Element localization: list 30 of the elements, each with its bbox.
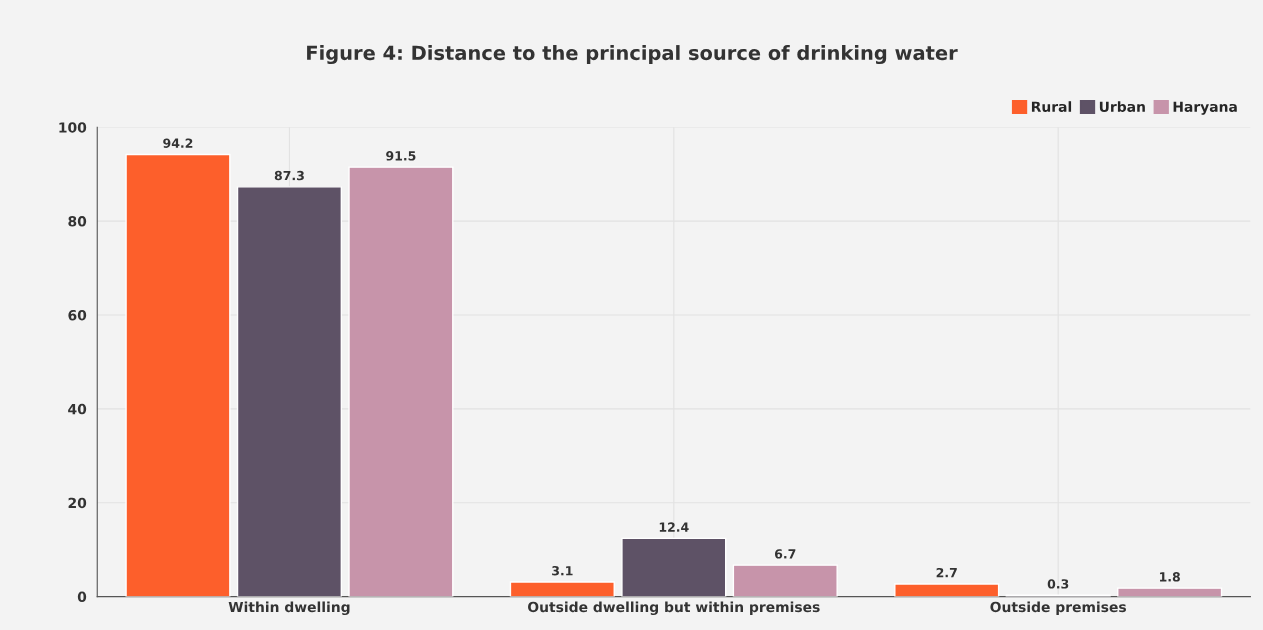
bar [1117,587,1223,597]
y-tick-label: 100 [59,122,87,133]
x-tick-label: Within dwelling [228,601,350,616]
bar [125,153,231,597]
y-tick-label: 20 [68,497,87,509]
bar [236,186,343,597]
bar [732,564,838,597]
legend-label: Haryana [1173,101,1237,115]
y-tick-label: 0 [77,591,87,603]
y-tick-label: 80 [68,216,87,227]
bar [509,581,615,597]
data-label: 2.7 [936,567,957,578]
data-label: 94.2 [163,138,193,148]
data-label: 91.5 [386,151,416,161]
y-tick-label: 40 [68,403,87,415]
data-label: 1.8 [1159,572,1180,582]
bar [894,583,1000,597]
data-label: 0.3 [1047,579,1069,589]
bar [348,166,454,597]
data-label: 12.4 [659,522,689,532]
legend-label: Urban [1099,101,1145,112]
bar [621,537,727,597]
data-label: 6.7 [774,549,796,559]
chart-title: Figure 4: Distance to the principal source of drinking water [307,45,958,65]
data-label: 87.3 [274,170,304,181]
data-label: 3.1 [552,566,573,576]
x-tick-label: Outside dwelling but within premises [528,601,820,616]
legend-label: Rural [1031,101,1072,112]
y-tick-label: 60 [68,309,87,321]
x-tick-label: Outside premises [990,601,1126,615]
